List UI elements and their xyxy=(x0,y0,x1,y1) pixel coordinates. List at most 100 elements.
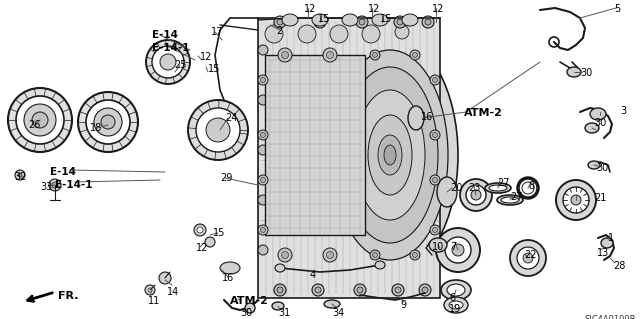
Ellipse shape xyxy=(585,123,599,133)
Text: 14: 14 xyxy=(167,287,179,297)
Text: 7: 7 xyxy=(450,242,456,252)
Circle shape xyxy=(430,175,440,185)
Ellipse shape xyxy=(16,96,64,144)
Ellipse shape xyxy=(94,108,122,136)
Ellipse shape xyxy=(188,100,248,160)
Text: 12: 12 xyxy=(196,243,209,253)
Ellipse shape xyxy=(517,247,539,269)
Circle shape xyxy=(245,303,255,313)
Text: 26: 26 xyxy=(28,120,40,130)
Circle shape xyxy=(52,182,58,188)
Circle shape xyxy=(370,50,380,60)
Circle shape xyxy=(410,50,420,60)
Text: 32: 32 xyxy=(14,172,26,182)
Text: E-14: E-14 xyxy=(50,167,76,177)
Text: 5: 5 xyxy=(614,4,620,14)
Text: E-14-1: E-14-1 xyxy=(55,180,93,190)
Bar xyxy=(265,55,365,235)
Text: 12: 12 xyxy=(368,4,380,14)
Circle shape xyxy=(413,53,417,57)
Ellipse shape xyxy=(322,35,458,275)
Text: 13: 13 xyxy=(597,248,609,258)
Ellipse shape xyxy=(375,261,385,269)
Circle shape xyxy=(356,16,368,28)
Circle shape xyxy=(282,251,289,258)
Circle shape xyxy=(194,224,206,236)
Circle shape xyxy=(282,51,289,58)
Text: SJC4A0100B: SJC4A0100B xyxy=(584,315,636,319)
Text: 11: 11 xyxy=(148,296,160,306)
Ellipse shape xyxy=(101,115,115,129)
Ellipse shape xyxy=(368,115,412,195)
Ellipse shape xyxy=(429,238,447,252)
Text: 33: 33 xyxy=(40,182,52,192)
Circle shape xyxy=(15,170,25,180)
Circle shape xyxy=(277,19,283,25)
Circle shape xyxy=(323,48,337,62)
Ellipse shape xyxy=(378,135,402,175)
Circle shape xyxy=(394,16,406,28)
Text: FR.: FR. xyxy=(58,291,79,301)
Ellipse shape xyxy=(324,300,340,308)
Circle shape xyxy=(258,45,268,55)
Text: 18: 18 xyxy=(90,123,102,133)
Circle shape xyxy=(372,53,378,57)
Ellipse shape xyxy=(452,244,464,256)
Circle shape xyxy=(197,227,203,233)
Text: 23: 23 xyxy=(468,183,481,193)
Circle shape xyxy=(18,173,22,177)
Text: 30: 30 xyxy=(596,163,608,173)
Ellipse shape xyxy=(146,40,190,84)
Circle shape xyxy=(354,284,366,296)
Circle shape xyxy=(433,78,438,83)
Ellipse shape xyxy=(485,183,511,193)
Text: ATM-2: ATM-2 xyxy=(464,108,503,118)
Circle shape xyxy=(278,48,292,62)
Circle shape xyxy=(433,227,438,233)
Ellipse shape xyxy=(460,179,492,211)
Circle shape xyxy=(260,78,266,83)
Text: 9: 9 xyxy=(400,300,406,310)
Ellipse shape xyxy=(86,100,130,144)
Circle shape xyxy=(159,272,171,284)
Ellipse shape xyxy=(571,195,581,205)
Circle shape xyxy=(315,287,321,293)
Text: 30: 30 xyxy=(580,68,592,78)
Text: 15: 15 xyxy=(318,14,330,24)
Circle shape xyxy=(148,288,152,292)
Text: 30: 30 xyxy=(594,118,606,128)
Ellipse shape xyxy=(282,14,298,26)
Text: 10: 10 xyxy=(432,242,444,252)
Circle shape xyxy=(362,25,380,43)
Ellipse shape xyxy=(437,177,457,207)
Text: 19: 19 xyxy=(449,304,461,314)
Ellipse shape xyxy=(510,240,546,276)
Circle shape xyxy=(323,248,337,262)
Text: 3: 3 xyxy=(620,106,626,116)
Circle shape xyxy=(410,250,420,260)
Text: 12: 12 xyxy=(200,52,212,62)
Ellipse shape xyxy=(275,264,285,272)
Circle shape xyxy=(258,225,268,235)
Text: 2: 2 xyxy=(276,26,282,36)
Circle shape xyxy=(298,25,316,43)
Circle shape xyxy=(357,287,363,293)
Circle shape xyxy=(425,19,431,25)
Circle shape xyxy=(413,253,417,257)
Ellipse shape xyxy=(449,301,463,309)
Circle shape xyxy=(314,16,326,28)
Circle shape xyxy=(277,287,283,293)
Circle shape xyxy=(258,95,268,105)
Text: 16: 16 xyxy=(222,273,234,283)
Text: 29: 29 xyxy=(220,173,232,183)
Text: 30: 30 xyxy=(240,308,252,318)
Ellipse shape xyxy=(196,108,240,152)
Circle shape xyxy=(433,132,438,137)
Circle shape xyxy=(312,284,324,296)
Ellipse shape xyxy=(342,14,358,26)
Ellipse shape xyxy=(152,46,184,78)
Ellipse shape xyxy=(601,238,613,248)
Ellipse shape xyxy=(32,112,48,128)
Ellipse shape xyxy=(160,54,176,70)
Text: 12: 12 xyxy=(432,4,444,14)
